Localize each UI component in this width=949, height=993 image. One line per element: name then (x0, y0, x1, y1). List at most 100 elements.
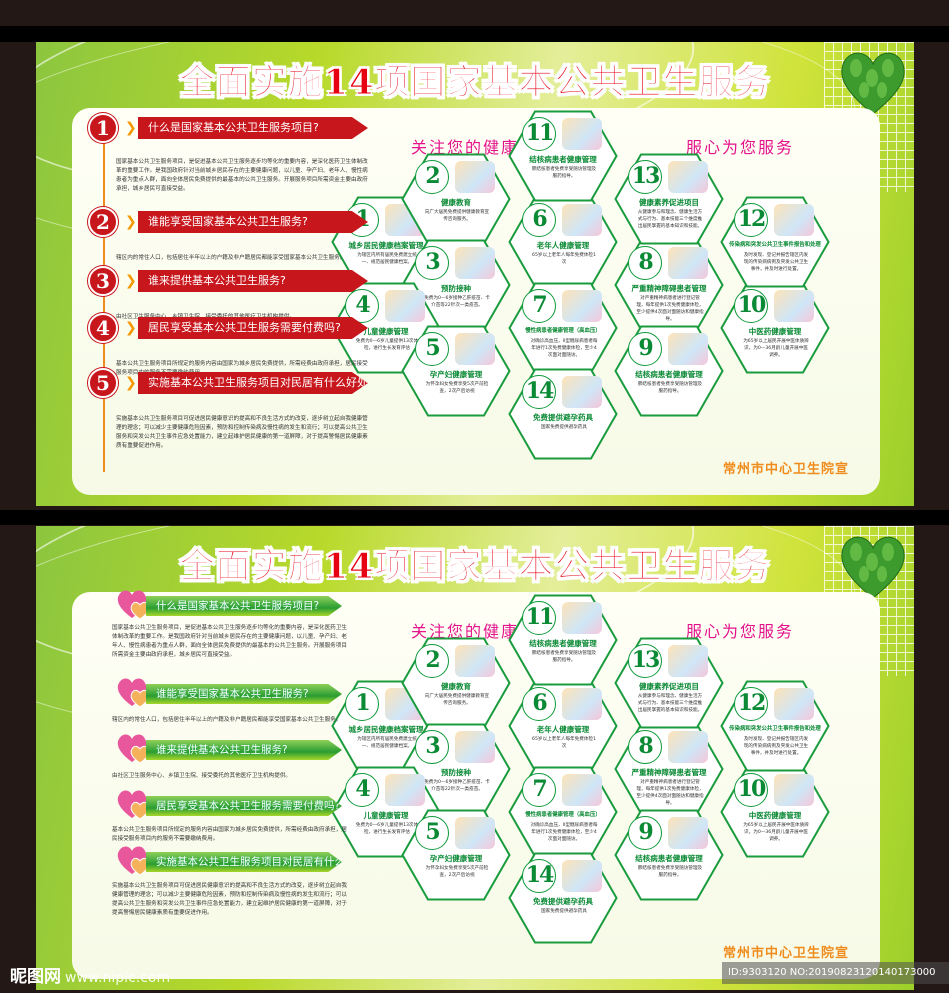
service-illustration (774, 688, 814, 720)
service-illustration (562, 290, 602, 322)
question-answer: 由社区卫生服务中心、乡镇卫生院、接受委托的其他医疗卫生机构提供。 (112, 773, 292, 779)
service-hexagon: 7 慢性病患者健康管理（高血压） 对确诊高血压，II型糖尿病患者每年进行1次免费健康… (508, 282, 618, 374)
poster-panel-green: 全面实施14项国家基本公共卫生服务 关注您的健康 服心为您服务 常州市中心卫生院宣 1 城… (36, 526, 914, 990)
service-number: 11 (522, 601, 556, 635)
chevron-right-icon: ❯ (125, 120, 137, 136)
service-title: 中医药健康管理 (748, 327, 802, 336)
question-number-badge: 4 (88, 313, 118, 343)
service-illustration (668, 645, 708, 677)
service-hexagon: 10 中医药健康管理 为65岁以上居民开展中医体质辨识，为0—36月龄儿童开展中医调… (720, 766, 830, 858)
service-hexagon: 12 传染病和突发公共卫生事件报告和处理 及时发现、登记并报告辖区内发现的传染病病例… (720, 196, 830, 288)
service-hexagon: 7 慢性病患者健康管理（高血压） 对确诊高血压，II型糖尿病患者每年进行1次免费健康… (508, 766, 618, 858)
timeline-line (103, 142, 105, 472)
question-title: 居民享受基本公共卫生服务需要付费吗? (146, 796, 342, 816)
service-hexagon: 6 老年人健康管理 65岁以上老年人每年免费体检1次 (508, 196, 618, 288)
service-number: 3 (415, 246, 449, 280)
organization-credit: 常州市中心卫生院宣 (723, 946, 850, 961)
service-hexagon: 8 严重精神障碍患者管理对严重精神病患者进行登记管理，每年提供1次免费健康体检，至… (614, 723, 724, 815)
service-number: 13 (628, 160, 662, 194)
service-number: 14 (522, 375, 556, 409)
service-hexagon: 13 健康素养促进项目从健康参与和理念、健康生活方式与行为、基本技能三个维度推出居… (614, 637, 724, 729)
service-number: 10 (734, 773, 768, 807)
service-number: 8 (628, 730, 662, 764)
question-answer: 基本公共卫生服务项目所规定的服务内容由国家为城乡居民免费提供，所需经费由政府承担… (112, 827, 347, 842)
service-number: 10 (734, 289, 768, 323)
service-number: 13 (628, 644, 662, 678)
service-number: 2 (415, 644, 449, 678)
service-number: 12 (734, 687, 768, 721)
watermark-id: ID:9303120 NO:20190823120140173000 (722, 962, 949, 984)
question-title: 实施基本公共卫生服务项目对民居有什么好处? (146, 852, 342, 872)
question-title: 居民享受基本公共卫生服务需要付费吗? (138, 317, 368, 339)
question-title: 谁来提供基本公共卫生服务? (138, 270, 368, 292)
question-answer: 辖区内的常住人口，包括居住半年以上的户籍及非户籍居民都能享受国家基本公共卫生服务… (112, 717, 342, 723)
service-number: 9 (628, 816, 662, 850)
service-description: 免费为0—6岁儿童提供13次体检，进行生长发育评估 (355, 823, 419, 835)
service-title: 慢性病患者健康管理（高血压） (525, 328, 601, 334)
service-illustration (562, 774, 602, 806)
question-number-badge: 1 (88, 113, 118, 143)
question-answer: 辖区内的常住人口，包括居住半年以上的户籍及非户籍居民都能享受国家基本公共卫生服务… (116, 255, 346, 261)
service-number: 2 (415, 160, 449, 194)
service-description: 对严重精神病患者进行登记管理，每年提供1次免费健康体检，至少提供4次面对面随访和… (636, 780, 704, 806)
service-illustration (385, 774, 425, 806)
service-description: 国家免费提供避孕药具 (541, 425, 587, 430)
chevron-right-icon: ❯ (125, 214, 137, 230)
service-description: 及时发现、登记并报告辖区内发现的传染病病例及突发公共卫生事件，并及时进行处置。 (743, 253, 809, 272)
organization-credit: 常州市中心卫生院宣 (723, 462, 850, 477)
service-hexagon: 9 结核病患者健康管理 肺结核患者免费享受随访管理及服药指导。 (614, 809, 724, 901)
service-description: 对确诊高血压，II型糖尿病患者每年进行1次免费健康体检，至少4次面对面随访。 (530, 823, 598, 842)
service-hexagon: 12 传染病和突发公共卫生事件报告和处理 及时发现、登记并报告辖区内发现的传染病病例… (720, 680, 830, 772)
service-title: 严重精神障碍患者管理 (631, 768, 707, 777)
question-title: 谁能享受国家基本公共卫生服务? (138, 211, 368, 233)
question-title: 实施基本公共卫生服务项目对民居有什么好处? (138, 372, 368, 394)
question-answer: 实施基本公共卫生服务项目可促进居民健康意识的提高和不良生活方式的改变，逐步树立起… (116, 416, 368, 449)
question-title: 什么是国家基本公共卫生服务项目? (138, 117, 368, 139)
service-title: 老年人健康管理 (536, 241, 590, 250)
leaf-heart-icon (838, 534, 908, 600)
heart-icon (116, 588, 152, 620)
service-description: 从健康参与和理念、健康生活方式与行为、基本技能三个维度推出居民掌握的基本知识和技… (637, 210, 703, 229)
service-illustration (455, 817, 495, 849)
middle-band (0, 510, 949, 525)
service-description: 肺结核患者免费享受随访管理及服药指导。 (531, 651, 597, 663)
service-illustration (455, 247, 495, 279)
service-description: 65岁以上老年人每年免费体检1次 (532, 253, 596, 265)
service-hexagon: 9 结核病患者健康管理 肺结核患者免费享受随访管理及服药指导。 (614, 325, 724, 417)
service-illustration (562, 204, 602, 236)
subtitle-left: 关注您的健康 (411, 622, 520, 641)
service-number: 6 (522, 687, 556, 721)
question-answer: 国家基本公共卫生服务项目，是促进基本公共卫生服务逐步均等化的重要内容，是深化医药… (112, 625, 347, 658)
poster-title: 全面实施14项国家基本公共卫生服务 (179, 546, 771, 588)
service-title: 预防接种 (441, 768, 471, 777)
service-description: 从健康参与和理念、健康生活方式与行为、基本技能三个维度推出居民掌握的基本知识和技… (637, 694, 703, 713)
watermark-logo: 昵图网 www.nipic.com (10, 967, 171, 987)
service-illustration (668, 817, 708, 849)
service-number: 9 (628, 332, 662, 366)
service-illustration (562, 860, 602, 892)
service-illustration (668, 731, 708, 763)
service-illustration (455, 731, 495, 763)
service-number: 6 (522, 203, 556, 237)
service-hexagon: 11 结核病患者健康管理 肺结核患者免费享受随访管理及服药指导。 (508, 110, 618, 202)
service-illustration (455, 333, 495, 365)
service-title: 健康素养促进项目 (639, 682, 699, 691)
service-illustration (774, 774, 814, 806)
service-number: 5 (415, 332, 449, 366)
service-title: 健康教育 (441, 198, 471, 207)
service-description: 肺结核患者免费享受随访管理及服药指导。 (637, 382, 703, 394)
service-description: 肺结核患者免费享受随访管理及服药指导。 (637, 866, 703, 878)
heart-icon (116, 788, 152, 820)
poster-title: 全面实施14项国家基本公共卫生服务 (179, 62, 771, 104)
service-hexagon: 3 预防接种 免费为0—6岁接种乙肝疫苗、卡介苗等22针次一类疫苗。 (401, 723, 511, 815)
service-illustration (668, 247, 708, 279)
service-illustration (668, 161, 708, 193)
service-number: 11 (522, 117, 556, 151)
service-hexagon: 8 严重精神障碍患者管理 对严重精神病患者进行登记管理，每年提供1次免费健康体检，至… (614, 239, 724, 331)
heart-icon (116, 732, 152, 764)
service-hexagon: 14 免费提供避孕药具 国家免费提供避孕药具 (508, 368, 618, 460)
service-number: 7 (522, 289, 556, 323)
service-number: 5 (415, 816, 449, 850)
service-title: 结核病患者健康管理 (529, 155, 597, 164)
